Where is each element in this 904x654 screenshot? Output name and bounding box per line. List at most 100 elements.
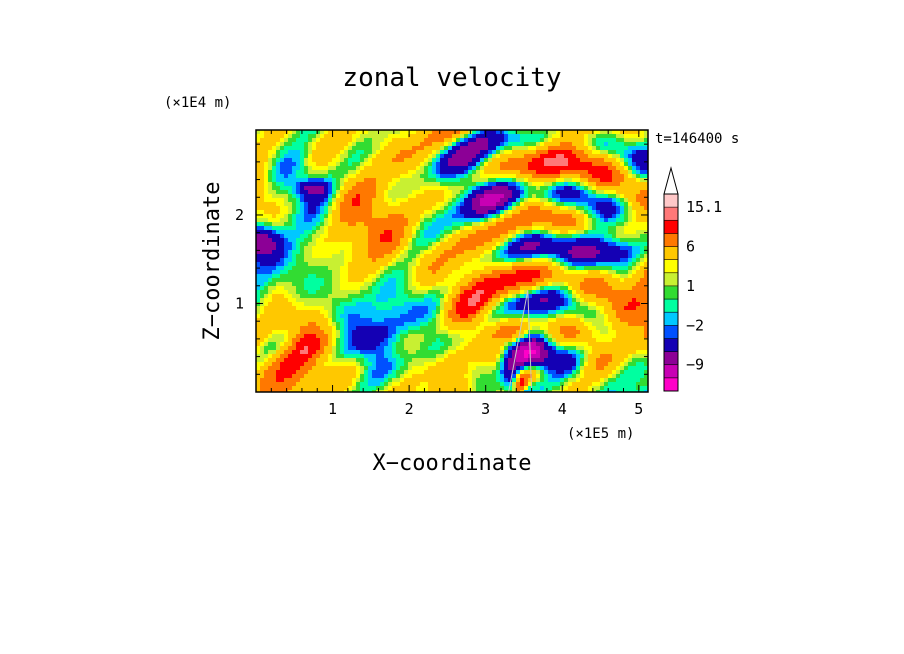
field-cell	[460, 238, 493, 243]
field-cell	[432, 246, 437, 251]
field-cell	[436, 242, 441, 247]
field-cell	[492, 158, 509, 163]
field-cell	[504, 374, 513, 379]
field-cell	[516, 182, 521, 187]
field-cell	[472, 202, 481, 207]
field-cell	[304, 162, 309, 167]
field-cell	[336, 154, 341, 159]
field-cell	[480, 198, 501, 203]
field-cell	[588, 182, 597, 187]
field-cell	[640, 302, 648, 307]
field-cell	[560, 170, 589, 175]
field-cell	[260, 130, 265, 135]
field-cell	[612, 286, 633, 291]
field-cell	[388, 202, 401, 207]
field-cell	[408, 170, 417, 175]
field-cell	[480, 158, 485, 163]
field-cell	[292, 254, 297, 259]
field-cell	[308, 174, 329, 179]
field-cell	[588, 202, 597, 207]
field-cell	[504, 362, 509, 367]
field-cell	[260, 306, 265, 311]
field-cell	[288, 174, 297, 179]
field-cell	[296, 306, 325, 311]
field-cell	[592, 334, 617, 339]
field-cell	[524, 378, 529, 383]
field-cell	[604, 158, 617, 163]
field-cell	[496, 366, 501, 371]
field-cell	[472, 206, 497, 211]
field-cell	[304, 150, 309, 155]
field-cell	[508, 302, 517, 307]
field-cell	[288, 214, 293, 219]
field-cell	[600, 146, 629, 151]
field-cell	[324, 346, 333, 351]
field-cell	[384, 346, 393, 351]
field-cell	[596, 146, 601, 151]
field-cell	[352, 390, 361, 392]
field-cell	[444, 230, 453, 235]
field-cell	[400, 334, 409, 339]
field-cell	[508, 238, 513, 243]
field-cell	[348, 330, 353, 335]
field-cell	[408, 286, 417, 291]
field-cell	[644, 250, 648, 255]
field-cell	[444, 298, 449, 303]
field-cell	[364, 294, 377, 299]
field-cell	[496, 250, 501, 255]
field-cell	[388, 342, 393, 347]
field-cell	[616, 378, 641, 383]
field-cell	[588, 190, 593, 195]
field-cell	[620, 158, 625, 163]
field-cell	[576, 222, 585, 227]
field-cell	[484, 314, 489, 319]
field-cell	[492, 254, 497, 259]
field-cell	[612, 354, 629, 359]
field-cell	[388, 182, 397, 187]
field-cell	[528, 326, 533, 331]
field-cell	[364, 374, 369, 379]
field-cell	[608, 382, 637, 387]
field-cell	[264, 374, 277, 379]
field-cell	[280, 150, 289, 155]
field-cell	[464, 186, 469, 191]
field-cell	[584, 366, 597, 371]
field-cell	[488, 214, 493, 219]
field-cell	[544, 134, 549, 139]
field-cell	[376, 274, 381, 279]
field-cell	[556, 318, 581, 323]
field-cell	[540, 346, 545, 351]
field-cell	[564, 386, 569, 391]
field-cell	[256, 210, 265, 215]
field-cell	[256, 374, 265, 379]
field-cell	[624, 138, 645, 143]
colorbar-band	[664, 377, 678, 392]
field-cell	[448, 202, 453, 207]
field-cell	[504, 142, 509, 147]
field-cell	[264, 178, 269, 183]
field-cell	[256, 178, 265, 183]
field-cell	[480, 374, 497, 379]
field-cell	[576, 210, 581, 215]
field-cell	[416, 242, 429, 247]
field-cell	[360, 378, 365, 383]
field-cell	[320, 354, 329, 359]
field-cell	[312, 354, 321, 359]
field-cell	[460, 266, 485, 271]
field-cell	[500, 150, 505, 155]
field-cell	[312, 250, 341, 255]
field-cell	[328, 190, 333, 195]
field-cell	[432, 162, 437, 167]
field-cell	[496, 322, 529, 327]
field-cell	[584, 362, 589, 367]
field-cell	[628, 218, 633, 223]
field-cell	[632, 158, 648, 163]
field-cell	[292, 266, 329, 271]
field-cell	[592, 322, 605, 327]
field-cell	[616, 194, 621, 199]
field-cell	[580, 330, 593, 335]
field-cell	[308, 166, 313, 171]
field-cell	[436, 214, 445, 219]
field-cell	[360, 154, 369, 159]
field-cell	[544, 338, 549, 343]
